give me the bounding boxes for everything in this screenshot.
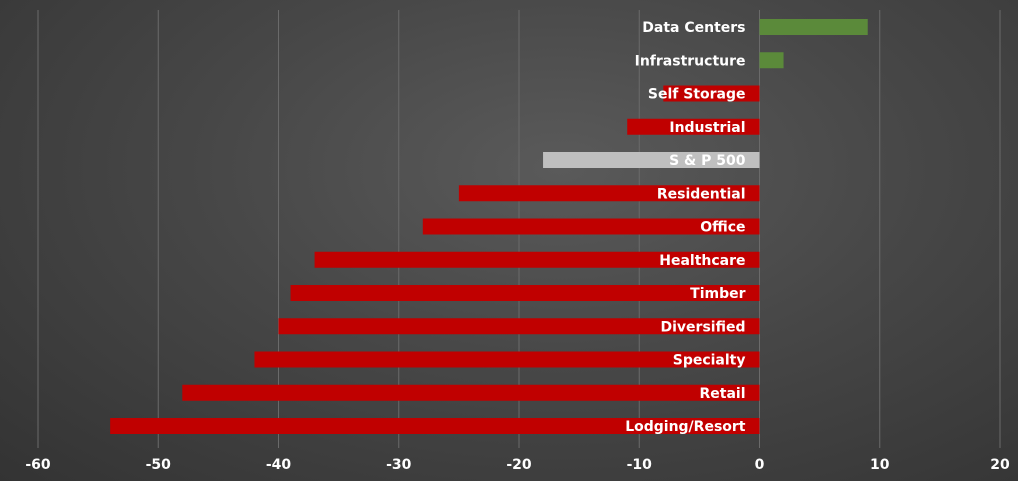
x-tick-label: 20 — [990, 457, 1010, 473]
bar-retail — [182, 384, 760, 401]
bar-data-centers — [759, 19, 868, 35]
x-axis-tick-labels: -60 -50 -40 -30 -20 -10 0 10 20 — [25, 457, 1010, 473]
category-label: Healthcare — [659, 253, 745, 269]
category-label: Office — [700, 220, 745, 236]
bar-lodging-resort — [110, 418, 760, 434]
bar-office — [422, 218, 760, 235]
bar-industrial — [627, 118, 760, 135]
x-tick-label: -40 — [266, 457, 292, 473]
x-tick-label: -10 — [627, 457, 653, 473]
category-label: Self Storage — [648, 87, 746, 103]
bar-infrastructure — [759, 52, 784, 69]
x-tick-label: -60 — [25, 457, 51, 473]
x-tick-label: -50 — [146, 457, 172, 473]
x-tick-label: -20 — [506, 457, 532, 473]
bar-diversified — [278, 318, 760, 335]
category-label: Residential — [657, 186, 746, 202]
bar-self-storage — [663, 85, 760, 102]
category-label: Timber — [690, 286, 745, 302]
category-label: S & P 500 — [669, 153, 746, 169]
bars — [110, 19, 868, 434]
x-tick-label: 10 — [870, 457, 890, 473]
bar-healthcare — [314, 251, 760, 268]
category-label: Retail — [699, 386, 745, 402]
category-label: Specialty — [673, 353, 746, 369]
category-label: Infrastructure — [635, 53, 746, 69]
bar-specialty — [254, 351, 760, 368]
x-tick-label: 0 — [755, 457, 765, 473]
category-label: Lodging/Resort — [625, 419, 746, 435]
category-labels: Data Centers Infrastructure Self Storage In… — [625, 20, 746, 435]
bar-timber — [290, 285, 760, 301]
x-tick-label: -30 — [386, 457, 412, 473]
category-label: Data Centers — [642, 20, 745, 36]
category-label: Diversified — [661, 319, 746, 335]
bar-residential — [458, 185, 760, 202]
bar-s-p-500 — [543, 152, 760, 168]
category-label: Industrial — [669, 120, 745, 136]
